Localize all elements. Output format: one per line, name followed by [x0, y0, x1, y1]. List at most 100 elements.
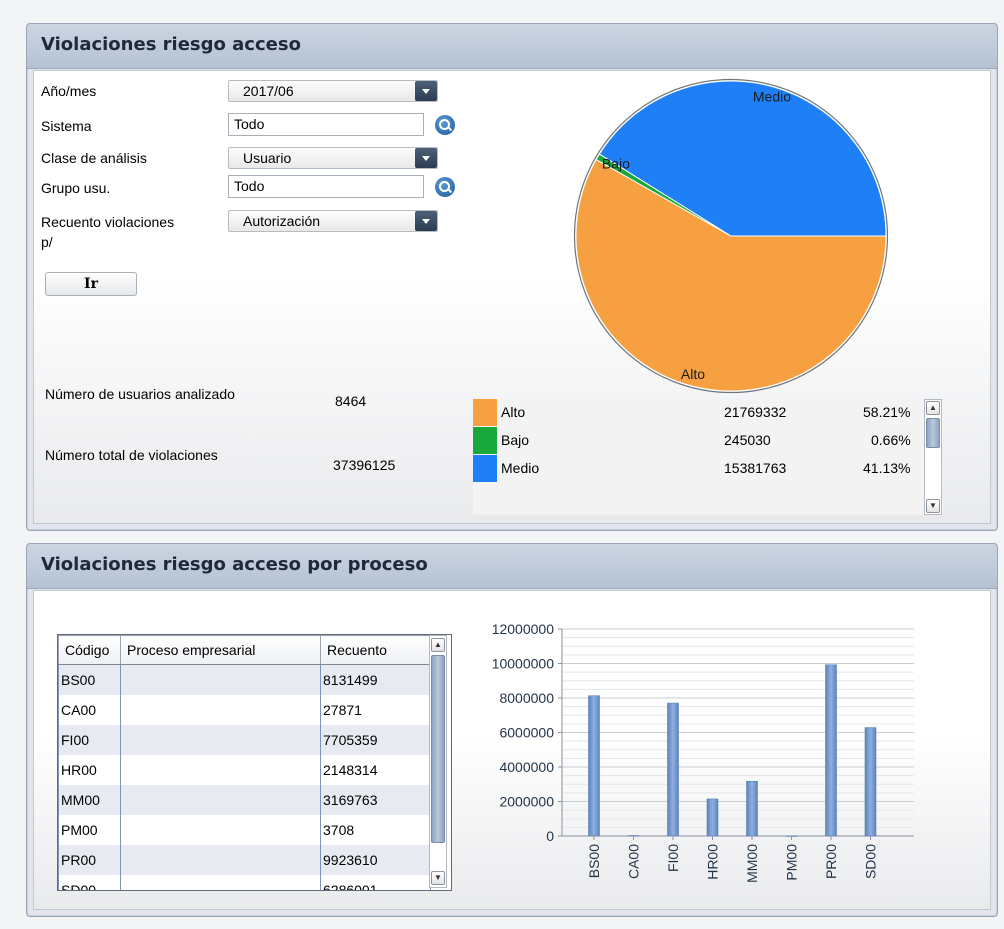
- chevron-down-icon[interactable]: [415, 148, 437, 168]
- cell-recuento: 9923610: [320, 845, 431, 875]
- chevron-down-icon[interactable]: [415, 211, 437, 231]
- x-tick-label: HR00: [705, 844, 721, 880]
- scroll-up-icon[interactable]: ▲: [431, 638, 445, 652]
- legend-count: 15381763: [724, 460, 787, 476]
- legend-row-bajo[interactable]: Bajo 245030 0.66%: [473, 427, 923, 455]
- legend-label: Medio: [501, 460, 540, 476]
- panel-title: Violaciones riesgo acceso por proceso: [41, 554, 428, 575]
- cell-codigo: MM00: [58, 785, 121, 815]
- bar-fi00[interactable]: [667, 702, 679, 837]
- cell-recuento: 27871: [320, 695, 431, 725]
- cell-recuento: 2148314: [320, 755, 431, 785]
- pie-slice-alto[interactable]: [575, 158, 887, 392]
- x-tick-label: MM00: [744, 844, 760, 883]
- total-violaciones-value: 37396125: [333, 457, 396, 473]
- go-button[interactable]: Ir: [45, 272, 137, 296]
- scroll-up-icon[interactable]: ▲: [926, 401, 940, 415]
- anio-mes-value: 2017/06: [243, 83, 294, 99]
- x-tick-label: SD00: [863, 844, 879, 879]
- cell-recuento: 6286001: [320, 875, 431, 890]
- column-header-recuento[interactable]: Recuento: [320, 635, 431, 665]
- table-row[interactable]: BS00 8131499: [58, 664, 431, 695]
- grupo-usu-value: Todo: [234, 178, 265, 194]
- bar-pr00[interactable]: [825, 664, 837, 837]
- pie-label: Bajo: [602, 156, 630, 172]
- process-table: Código Proceso empresarial Recuento BS00…: [58, 635, 431, 890]
- table-scrollbar[interactable]: ▲ ▼: [429, 635, 447, 888]
- search-icon[interactable]: [435, 177, 455, 197]
- legend-label: Alto: [501, 404, 526, 420]
- clase-analisis-label: Clase de análisis: [41, 150, 147, 166]
- cell-codigo: BS00: [58, 664, 121, 695]
- scroll-down-icon[interactable]: ▼: [431, 871, 445, 885]
- cell-proceso: [120, 845, 321, 875]
- cell-codigo: SD00: [58, 875, 121, 890]
- legend-count: 245030: [724, 432, 771, 448]
- table-row[interactable]: FI00 7705359: [58, 725, 431, 755]
- panel-title: Violaciones riesgo acceso: [41, 34, 301, 55]
- table-row[interactable]: PM00 3708: [58, 815, 431, 845]
- legend-swatch: [473, 455, 497, 482]
- legend-scrollbar[interactable]: ▲ ▼: [924, 399, 942, 515]
- pie-legend: Alto 21769332 58.21% Bajo 245030 0.66% M…: [473, 399, 943, 515]
- table-row[interactable]: MM00 3169763: [58, 785, 431, 815]
- legend-swatch: [473, 427, 497, 454]
- table-row[interactable]: HR00 2148314: [58, 755, 431, 785]
- scroll-thumb[interactable]: [431, 655, 445, 843]
- y-tick-label: 10000000: [492, 656, 555, 672]
- panel-body: Año/mes 2017/06 Sistema Todo Clase de an…: [33, 70, 991, 524]
- bar-hr00[interactable]: [706, 798, 719, 837]
- anio-mes-select[interactable]: 2017/06: [228, 80, 438, 102]
- cell-recuento: 8131499: [320, 664, 431, 695]
- x-tick-label: FI00: [665, 844, 681, 872]
- legend-label: Bajo: [501, 432, 530, 448]
- bar-mm00[interactable]: [746, 781, 758, 837]
- bar-bs00[interactable]: [588, 695, 600, 837]
- table-row[interactable]: SD00 6286001: [58, 875, 431, 890]
- clase-analisis-value: Usuario: [243, 150, 292, 166]
- cell-codigo: PM00: [58, 815, 121, 845]
- legend-swatch: [473, 399, 497, 426]
- grupo-usu-input[interactable]: Todo: [228, 175, 424, 198]
- legend-pct: 58.21%: [863, 404, 911, 420]
- cell-codigo: CA00: [58, 695, 121, 725]
- risk-violations-panel: Violaciones riesgo acceso Año/mes 2017/0…: [26, 23, 998, 531]
- table-row[interactable]: PR00 9923610: [58, 845, 431, 875]
- column-header-proceso[interactable]: Proceso empresarial: [120, 635, 321, 665]
- cell-proceso: [120, 695, 321, 725]
- y-tick-label: 4000000: [499, 759, 554, 775]
- x-tick-label: BS00: [586, 844, 602, 878]
- search-icon[interactable]: [435, 115, 455, 135]
- sistema-input[interactable]: Todo: [228, 113, 424, 136]
- table-row[interactable]: CA00 27871: [58, 695, 431, 725]
- clase-analisis-select[interactable]: Usuario: [228, 147, 438, 169]
- process-violations-panel: Violaciones riesgo acceso por proceso Có…: [26, 543, 998, 917]
- pie-outline: [573, 78, 889, 394]
- legend-row-medio[interactable]: Medio 15381763 41.13%: [473, 455, 923, 483]
- sistema-value: Todo: [234, 116, 265, 132]
- usuarios-analizados-value: 8464: [335, 393, 367, 409]
- x-tick-label: PR00: [823, 844, 839, 879]
- panel-header: Violaciones riesgo acceso: [27, 24, 997, 69]
- usuarios-analizados-label: Número de usuarios analizado: [45, 386, 235, 402]
- legend-pct: 0.66%: [871, 432, 911, 448]
- bar-ca00[interactable]: [627, 835, 640, 837]
- bar-sd00[interactable]: [864, 727, 877, 837]
- recuento-label-line1: Recuento violaciones: [41, 214, 175, 230]
- total-violaciones-label: Número total de violaciones: [45, 447, 218, 463]
- cell-proceso: [120, 664, 321, 695]
- pie-slice-medio[interactable]: [598, 80, 887, 237]
- column-header-codigo[interactable]: Código: [58, 635, 121, 665]
- cell-proceso: [120, 785, 321, 815]
- process-table-container: Código Proceso empresarial Recuento BS00…: [57, 634, 452, 891]
- y-tick-label: 8000000: [499, 690, 554, 706]
- legend-count: 21769332: [724, 404, 787, 420]
- legend-row-alto[interactable]: Alto 21769332 58.21%: [473, 399, 923, 427]
- scroll-thumb[interactable]: [926, 418, 940, 448]
- chevron-down-icon[interactable]: [415, 81, 437, 101]
- recuento-value: Autorización: [243, 213, 321, 229]
- x-tick-label: PM00: [784, 844, 800, 881]
- scroll-down-icon[interactable]: ▼: [926, 499, 940, 513]
- pie-label: Alto: [681, 366, 705, 382]
- recuento-select[interactable]: Autorización: [228, 210, 438, 232]
